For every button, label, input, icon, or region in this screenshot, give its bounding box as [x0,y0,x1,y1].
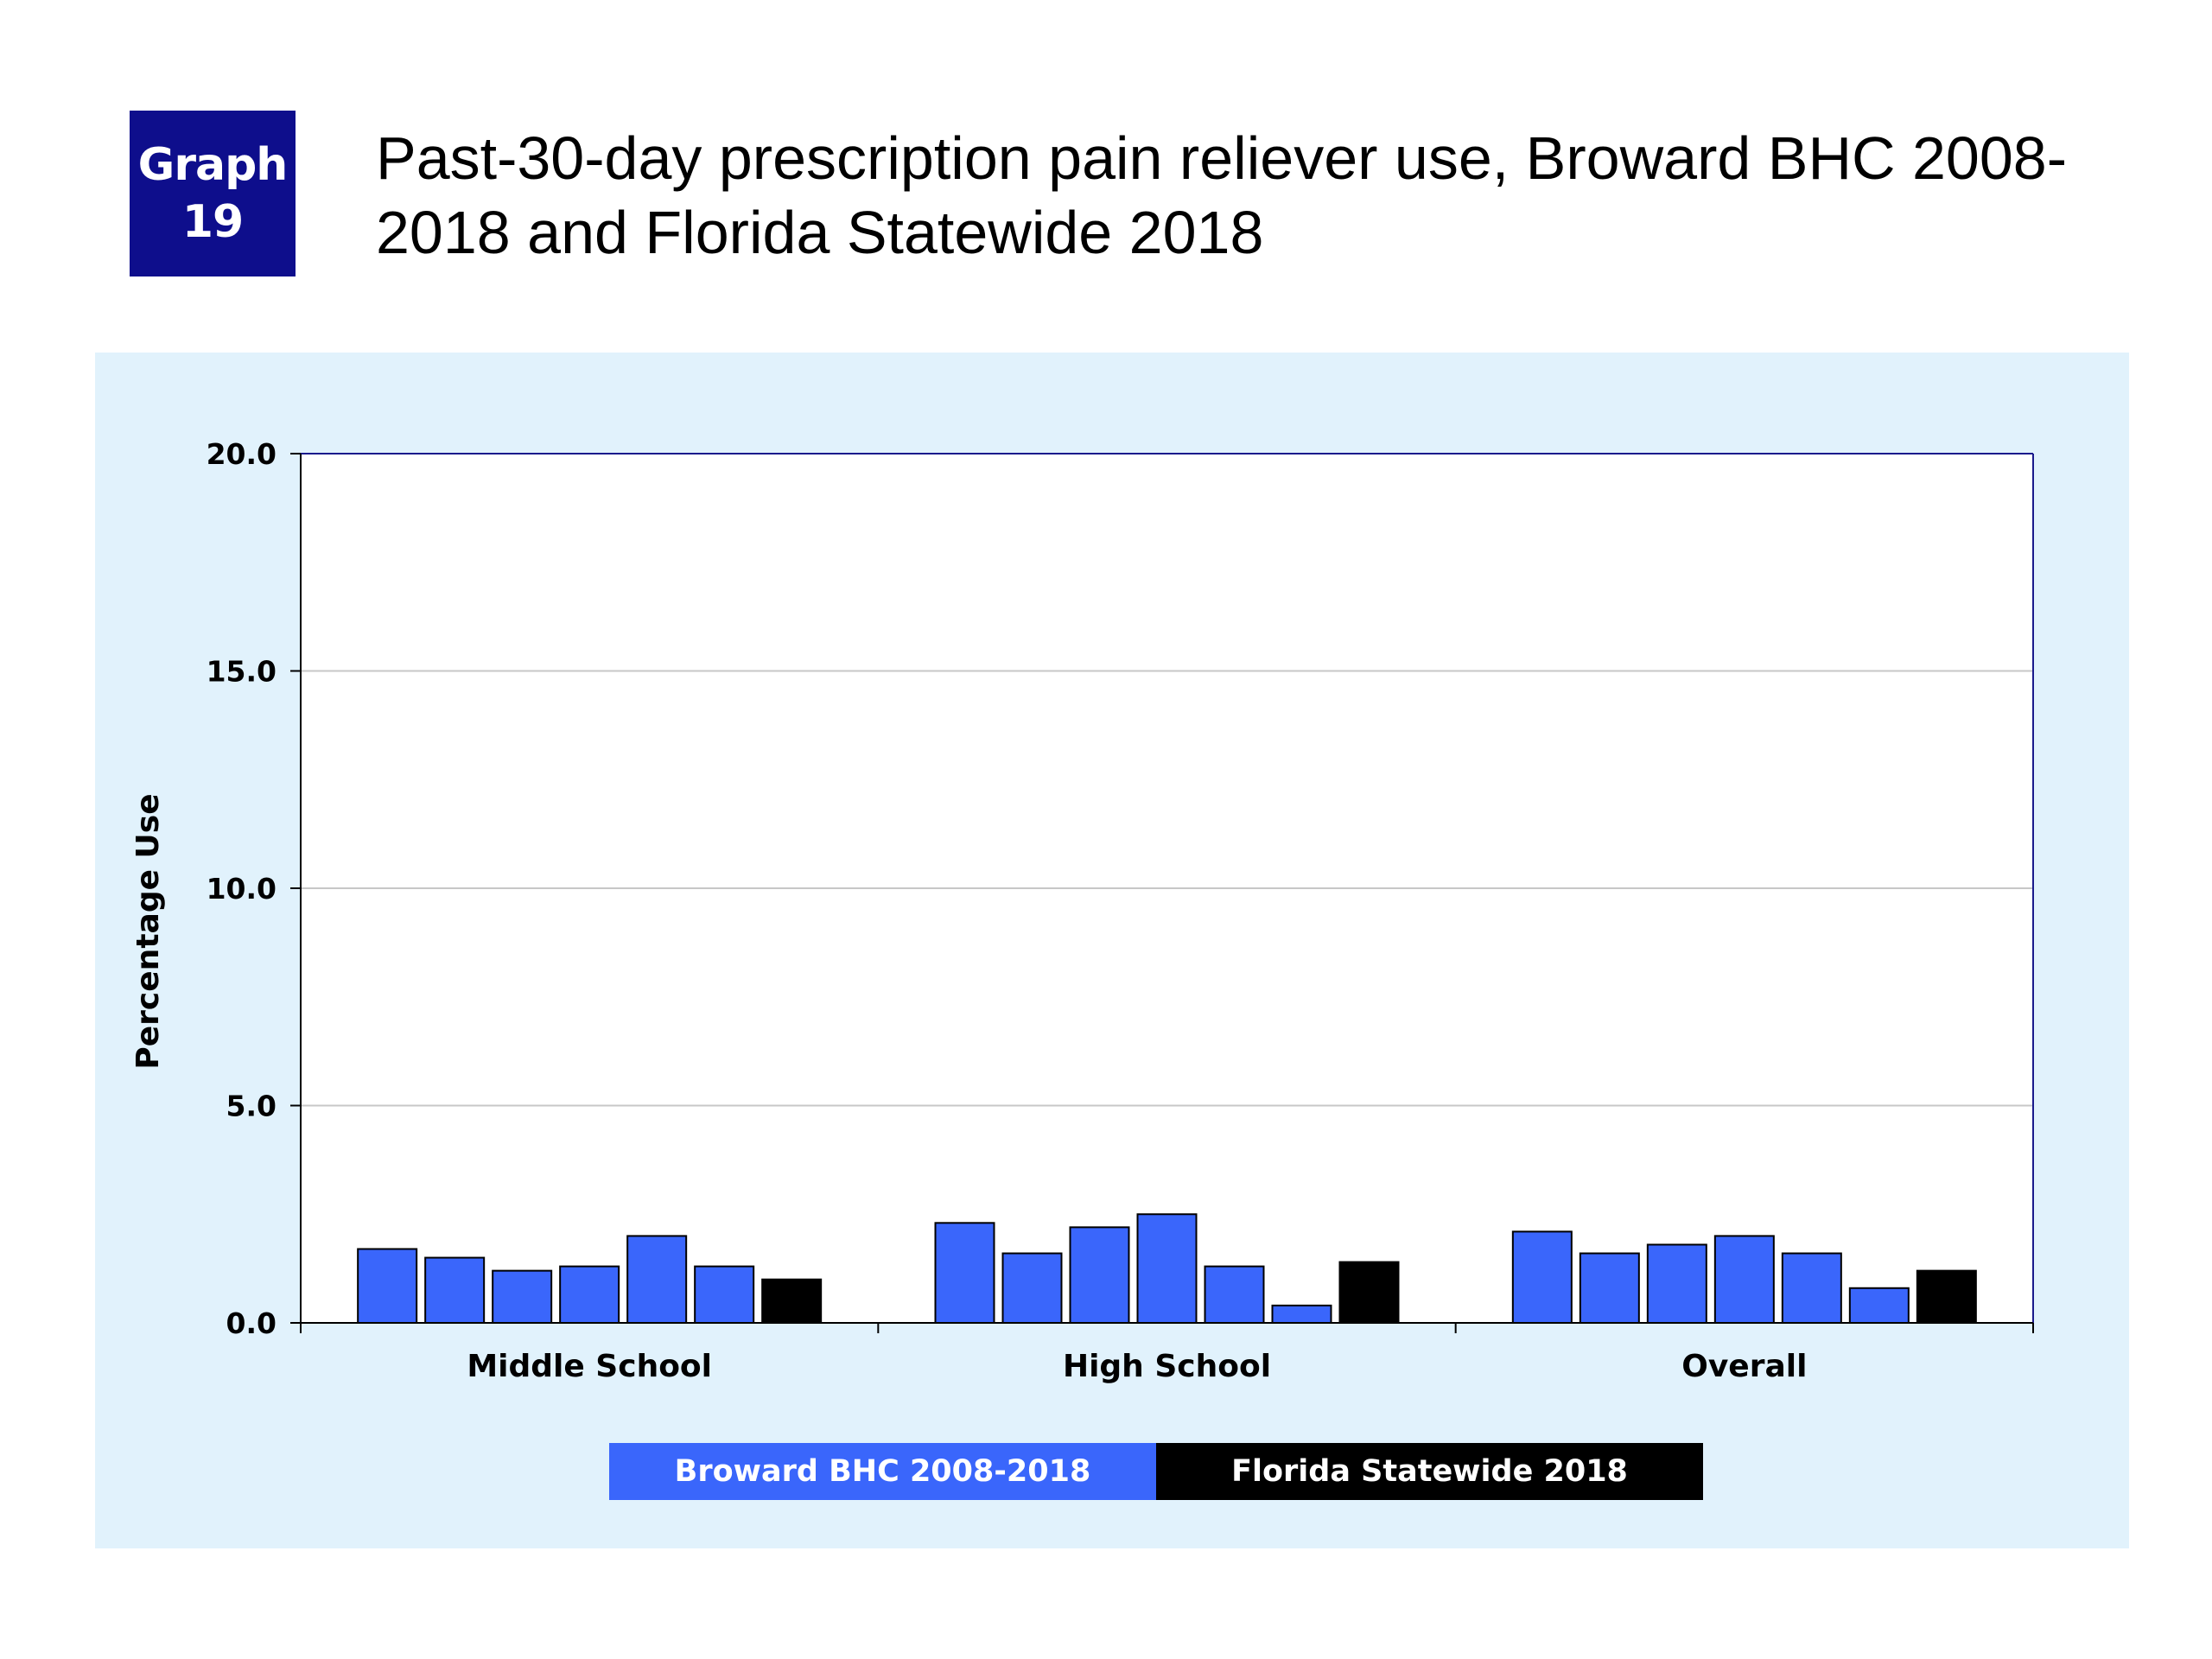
legend-label-broward: Broward BHC 2008-2018 [674,1454,1091,1489]
legend-item-broward: Broward BHC 2008-2018 [609,1443,1156,1500]
bar-broward [1579,1252,1640,1325]
bar-florida [1916,1269,1977,1325]
badge-number: 19 [181,196,244,248]
bar-broward [1271,1304,1332,1325]
bar-broward [1713,1235,1775,1325]
bar-broward [559,1265,620,1324]
bar-broward [1646,1243,1707,1324]
bar-broward [934,1222,995,1325]
bar-broward [1069,1226,1130,1324]
bar-broward [1848,1287,1910,1325]
y-tick-label: 15.0 [207,655,276,689]
x-category-label: Middle School [467,1349,712,1384]
bar-broward [1001,1252,1063,1325]
legend: Broward BHC 2008-2018 Florida Statewide … [609,1443,1703,1500]
bar-broward [1781,1252,1842,1325]
y-tick-label: 20.0 [207,437,276,471]
chart-title: Past-30-day prescription pain reliever u… [376,124,2068,266]
bar-broward [694,1265,755,1324]
x-category-label: Overall [1681,1349,1807,1384]
y-axis-title: Percentage Use [130,793,166,1069]
graph-badge: Graph 19 [130,111,296,276]
badge-label: Graph [137,139,289,191]
bar-broward [492,1269,553,1325]
bar-florida [761,1278,823,1324]
y-tick-label: 0.0 [226,1306,276,1340]
x-category-label: High School [1063,1349,1271,1384]
bar-broward [1204,1265,1265,1324]
legend-item-florida: Florida Statewide 2018 [1156,1443,1703,1500]
bar-broward [357,1248,418,1324]
bar-broward [1136,1213,1198,1324]
bar-broward [424,1256,486,1325]
bar-florida [1338,1261,1400,1324]
legend-label-florida: Florida Statewide 2018 [1231,1454,1628,1489]
bar-broward [626,1235,688,1325]
y-tick-label: 10.0 [207,872,276,906]
y-tick-label: 5.0 [226,1090,276,1123]
bar-broward [1511,1230,1573,1324]
